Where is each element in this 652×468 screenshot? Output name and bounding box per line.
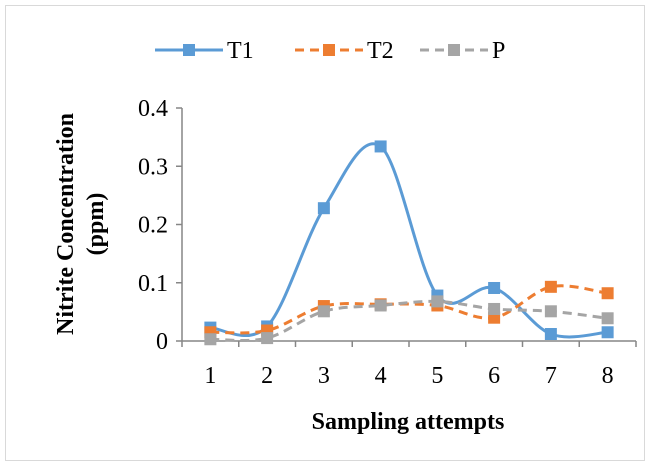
legend-label: P: [492, 38, 505, 64]
y-axis-title-line1: Nitrite Concentration: [53, 113, 79, 335]
data-point-marker: [261, 332, 274, 345]
data-point-marker: [488, 281, 501, 294]
data-point-marker: [374, 140, 387, 153]
legend-item-t1: T1: [155, 38, 254, 64]
series-t2: [204, 280, 614, 339]
legend-marker: [323, 44, 335, 56]
y-tick-label: 0.1: [138, 271, 168, 297]
data-point-marker: [544, 305, 557, 318]
y-tick-label: 0: [156, 329, 168, 355]
data-point-marker: [317, 305, 330, 318]
data-point-marker: [544, 328, 557, 341]
x-tick-label: 8: [602, 363, 614, 389]
legend-label: T1: [227, 38, 254, 64]
series-p: [204, 295, 614, 346]
data-point-marker: [601, 312, 614, 325]
data-point-marker: [431, 295, 444, 308]
x-tick-label: 5: [431, 363, 443, 389]
x-axis-title: Sampling attempts: [312, 409, 505, 435]
data-point-marker: [601, 287, 614, 300]
x-tick-label: 3: [318, 363, 330, 389]
legend-item-t2: T2: [295, 38, 394, 64]
data-point-marker: [317, 202, 330, 215]
data-point-marker: [374, 299, 387, 312]
series-line: [210, 142, 608, 339]
x-tick-label: 6: [488, 363, 500, 389]
data-point-marker: [488, 302, 501, 315]
data-point-marker: [601, 326, 614, 339]
legend-marker: [183, 44, 195, 56]
data-point-marker: [204, 333, 217, 346]
x-tick-labels: 1 2 3 4 5 6 7 8: [204, 363, 613, 389]
axes: [176, 107, 637, 347]
chart-frame: [5, 5, 645, 461]
data-point-marker: [544, 280, 557, 293]
x-tick-label: 1: [204, 363, 216, 389]
x-tick-label: 7: [545, 363, 557, 389]
legend-label: T2: [367, 38, 394, 64]
y-tick-labels: 0 0.1 0.2 0.3 0.4: [138, 96, 168, 355]
y-tick-label: 0.2: [138, 213, 168, 239]
legend-marker: [448, 44, 460, 56]
series-layer: [204, 140, 614, 346]
x-tick-label: 2: [261, 363, 273, 389]
y-axis-title-line2: (ppm): [83, 193, 109, 256]
y-tick-label: 0.3: [138, 154, 168, 180]
legend: T1 T2 P: [155, 38, 505, 64]
legend-item-p: P: [420, 38, 505, 64]
x-tick-label: 4: [375, 363, 387, 389]
y-tick-label: 0.4: [138, 96, 168, 122]
